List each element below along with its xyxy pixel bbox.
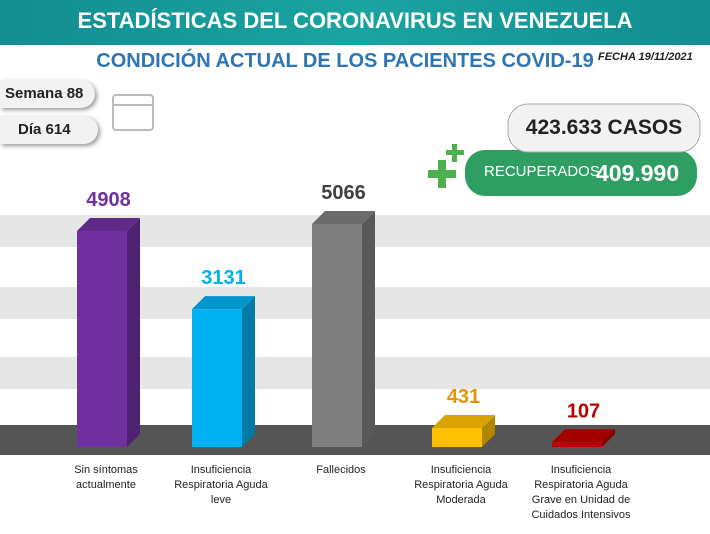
data-label: 3131 — [201, 267, 246, 289]
calendar-icon — [112, 94, 154, 131]
x-tick-label: Fallecidos — [316, 464, 366, 476]
header-title: ESTADÍSTICAS DEL CORONAVIRUS EN VENEZUEL… — [77, 8, 633, 33]
data-label: 107 — [567, 400, 600, 422]
header-banner — [0, 0, 710, 45]
recovered-value: 409.990 — [596, 160, 680, 186]
data-label: 431 — [447, 386, 480, 408]
day: Día 614 — [0, 116, 98, 144]
chart-title: CONDICIÓN ACTUAL DE LOS PACIENTES COVID-… — [96, 50, 594, 72]
bar-side — [362, 211, 375, 447]
bar-side — [127, 217, 140, 447]
cases: 423.633 CASOS — [525, 116, 683, 139]
x-tick-label: Insuficiencia Respiratoria Aguda Moderad… — [414, 464, 508, 506]
bar — [432, 428, 482, 447]
bar-top — [77, 217, 140, 231]
bar-side — [482, 415, 495, 447]
bar-top — [432, 415, 495, 429]
recovered-box — [465, 150, 697, 196]
bar — [192, 309, 242, 447]
bar-top — [552, 429, 615, 443]
bar-top — [312, 211, 375, 224]
bar — [552, 442, 602, 447]
bar-side — [602, 429, 615, 447]
data-label: 5066 — [321, 182, 366, 204]
x-tick-label: Sin síntomas actualmente — [74, 464, 138, 491]
date: FECHA 19/11/2021 — [598, 51, 693, 63]
x-tick-label: Insuficiencia Respiratoria Aguda leve — [174, 464, 268, 506]
cases-box — [507, 103, 701, 153]
week: Semana 88 — [0, 80, 95, 108]
bar — [312, 224, 362, 447]
bar — [77, 230, 127, 447]
data-label: 4908 — [86, 189, 131, 211]
bar-side — [242, 296, 255, 447]
recovered-label: RECUPERADOS — [484, 163, 600, 180]
bar-top — [192, 296, 255, 310]
x-tick-label: Insuficiencia Respiratoria Aguda Grave e… — [531, 464, 631, 521]
plus-icon — [428, 144, 464, 188]
